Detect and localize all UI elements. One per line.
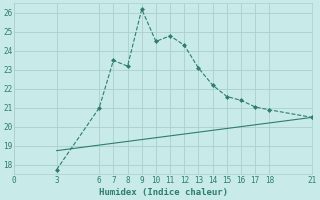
X-axis label: Humidex (Indice chaleur): Humidex (Indice chaleur) [99,188,228,197]
